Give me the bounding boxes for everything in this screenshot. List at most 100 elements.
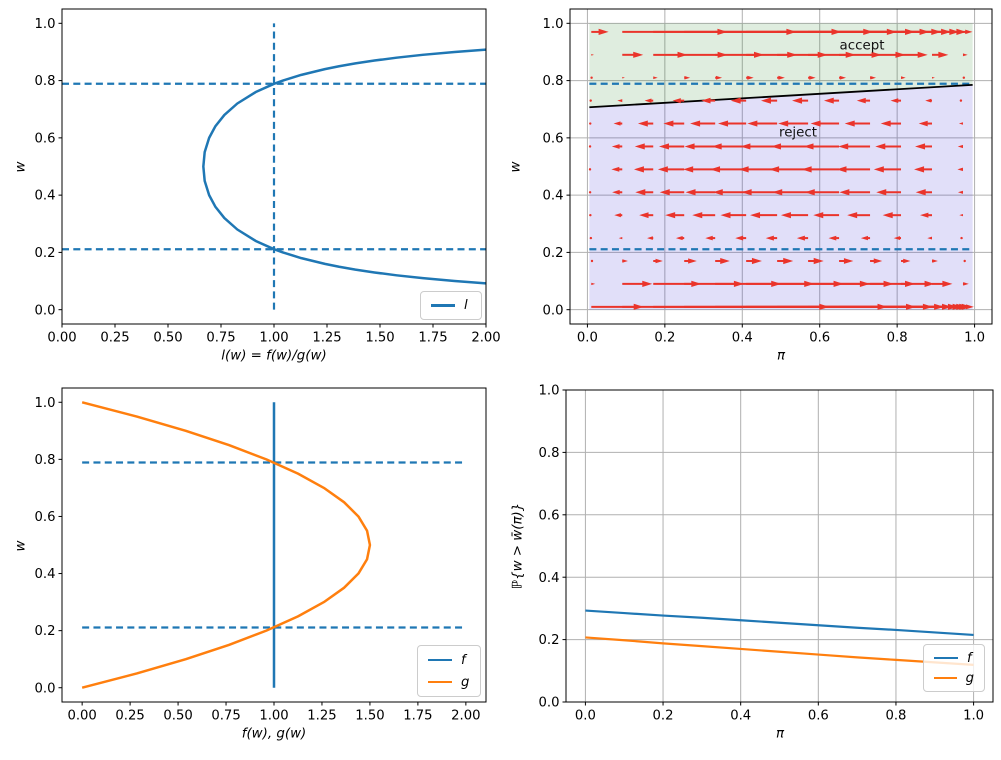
x-tick-label: 0.2	[654, 331, 675, 346]
x-tick-label: 0.0	[577, 331, 598, 346]
likelihood-ratio-ticks: 0.00 0.25 0.50 0.75 1.00 1.25 1.50 1.75 2.00 0.0 0…	[35, 17, 501, 346]
y-tick-label: 0.2	[543, 246, 564, 261]
x-tick-label: 0.50	[153, 331, 182, 346]
x-tick-label: 2.00	[451, 709, 480, 724]
x-tick-label: 0.0	[575, 709, 596, 724]
x-tick-label: 0.4	[732, 331, 753, 346]
series-g	[81, 401, 372, 689]
y-tick-label: 1.0	[539, 384, 560, 399]
quiver-yaxis-label: w	[508, 161, 524, 173]
densities-ticks: 0.00 0.25 0.50 0.75 1.00 1.25 1.50 1.75 2.00 0.0 0…	[35, 396, 481, 724]
x-tick-label: 0.00	[67, 709, 96, 724]
x-tick-label: 1.50	[365, 331, 394, 346]
series-f	[585, 609, 974, 637]
x-tick-label: 0.25	[115, 709, 144, 724]
quiver-xaxis-label: π	[776, 348, 786, 364]
reject-region-label: reject	[778, 125, 818, 141]
y-tick-label: 0.4	[539, 571, 560, 586]
legend-line-sample-f	[934, 656, 958, 660]
y-tick-label: 0.6	[35, 131, 56, 146]
x-tick-label: 0.75	[211, 709, 240, 724]
legend-label-f: f	[967, 650, 972, 666]
y-tick-label: 0.2	[35, 624, 56, 639]
x-tick-label: 1.75	[418, 331, 447, 346]
y-tick-label: 0.0	[35, 681, 56, 696]
densities-xaxis-label: f(w), g(w)	[241, 726, 307, 742]
legend-line-sample-l	[431, 304, 455, 307]
densities-yaxis-label: w	[13, 540, 29, 552]
probability-xaxis-label: π	[775, 726, 785, 742]
y-tick-label: 0.2	[35, 246, 56, 261]
x-tick-label: 1.25	[312, 331, 341, 346]
y-tick-label: 0.8	[539, 446, 560, 461]
x-tick-label: 1.75	[403, 709, 432, 724]
accept-region-label: accept	[839, 38, 885, 54]
region-accept	[589, 23, 973, 108]
y-tick-label: 0.8	[543, 74, 564, 89]
y-tick-label: 0.2	[539, 633, 560, 648]
y-tick-label: 0.4	[543, 189, 564, 204]
region-reject	[589, 84, 973, 310]
x-tick-label: 0.00	[47, 331, 76, 346]
belief-drift-grid	[570, 9, 992, 324]
x-tick-label: 0.8	[885, 709, 906, 724]
legend-label-g: g	[461, 674, 470, 690]
y-tick-label: 0.6	[543, 131, 564, 146]
y-tick-label: 1.0	[543, 17, 564, 32]
x-tick-label: 1.00	[259, 709, 288, 724]
x-tick-label: 1.0	[964, 331, 985, 346]
x-tick-label: 0.4	[730, 709, 751, 724]
legend-line-sample-g	[934, 676, 957, 680]
x-tick-label: 1.00	[259, 331, 288, 346]
legend-label-f: f	[461, 652, 466, 668]
belief-drift-ticks: 0.0 0.2 0.4 0.6 0.8 1.0 0.0 0.2 0.4 0.6 0.8 1.0	[543, 17, 986, 346]
acceptance-probability-axes-frame	[565, 389, 994, 703]
y-tick-label: 1.0	[35, 17, 56, 32]
x-tick-label: 0.50	[163, 709, 192, 724]
x-tick-label: 1.25	[307, 709, 336, 724]
decision-boundary-line	[589, 83, 973, 109]
likelihood-ratio-axes-frame	[61, 8, 487, 325]
quiver-field	[588, 28, 974, 310]
y-tick-label: 0.6	[539, 508, 560, 523]
y-tick-label: 0.8	[35, 74, 56, 89]
legend-entry-f: f	[934, 650, 974, 667]
legend-densities: f g	[417, 645, 481, 697]
x-tick-label: 0.6	[809, 331, 830, 346]
x-tick-label: 0.6	[808, 709, 829, 724]
legend-entry-l: l	[431, 296, 471, 315]
y-tick-label: 0.4	[35, 189, 56, 204]
densities-axes-frame	[61, 387, 487, 703]
x-tick-label: 0.25	[100, 331, 129, 346]
series-l	[202, 48, 487, 285]
panel-densities: 0.00 0.25 0.50 0.75 1.00 1.25 1.50 1.75 2.00 0.0 0…	[35, 387, 487, 724]
legend-line-sample-f	[428, 658, 452, 662]
y-tick-label: 1.0	[35, 396, 56, 411]
likelihood-yaxis-label: w	[13, 161, 29, 173]
legend-line-sample-g	[428, 680, 452, 684]
y-tick-label: 0.6	[35, 510, 56, 525]
probability-yaxis-label: ℙ{w > w̄(π)}	[510, 502, 526, 590]
x-tick-label: 0.2	[653, 709, 674, 724]
x-tick-label: 2.00	[471, 331, 500, 346]
y-tick-label: 0.4	[35, 567, 56, 582]
x-tick-label: 1.50	[355, 709, 384, 724]
belief-drift-axes-frame	[569, 8, 993, 325]
legend-entry-f: f	[428, 651, 470, 670]
acceptance-probability-ticks: 0.0 0.2 0.4 0.6 0.8 1.0 0.0 0.2 0.4 0.6 0.8 1.0	[539, 384, 985, 724]
x-tick-label: 0.75	[206, 331, 235, 346]
y-tick-label: 0.0	[539, 696, 560, 711]
y-tick-label: 0.0	[543, 303, 564, 318]
x-tick-label: 1.0	[963, 709, 984, 724]
legend-probability: f g	[923, 644, 985, 692]
legend-entry-g: g	[934, 670, 974, 687]
legend-label-g: g	[965, 670, 974, 686]
y-tick-label: 0.8	[35, 453, 56, 468]
panel-belief-drift: 0.0 0.2 0.4 0.6 0.8 1.0 0.0 0.2 0.4 0.6 0.8 1.0	[543, 8, 993, 346]
legend-label-l: l	[464, 298, 468, 313]
x-tick-label: 0.8	[887, 331, 908, 346]
legend-likelihood: l	[420, 291, 482, 320]
series-g	[585, 636, 974, 666]
